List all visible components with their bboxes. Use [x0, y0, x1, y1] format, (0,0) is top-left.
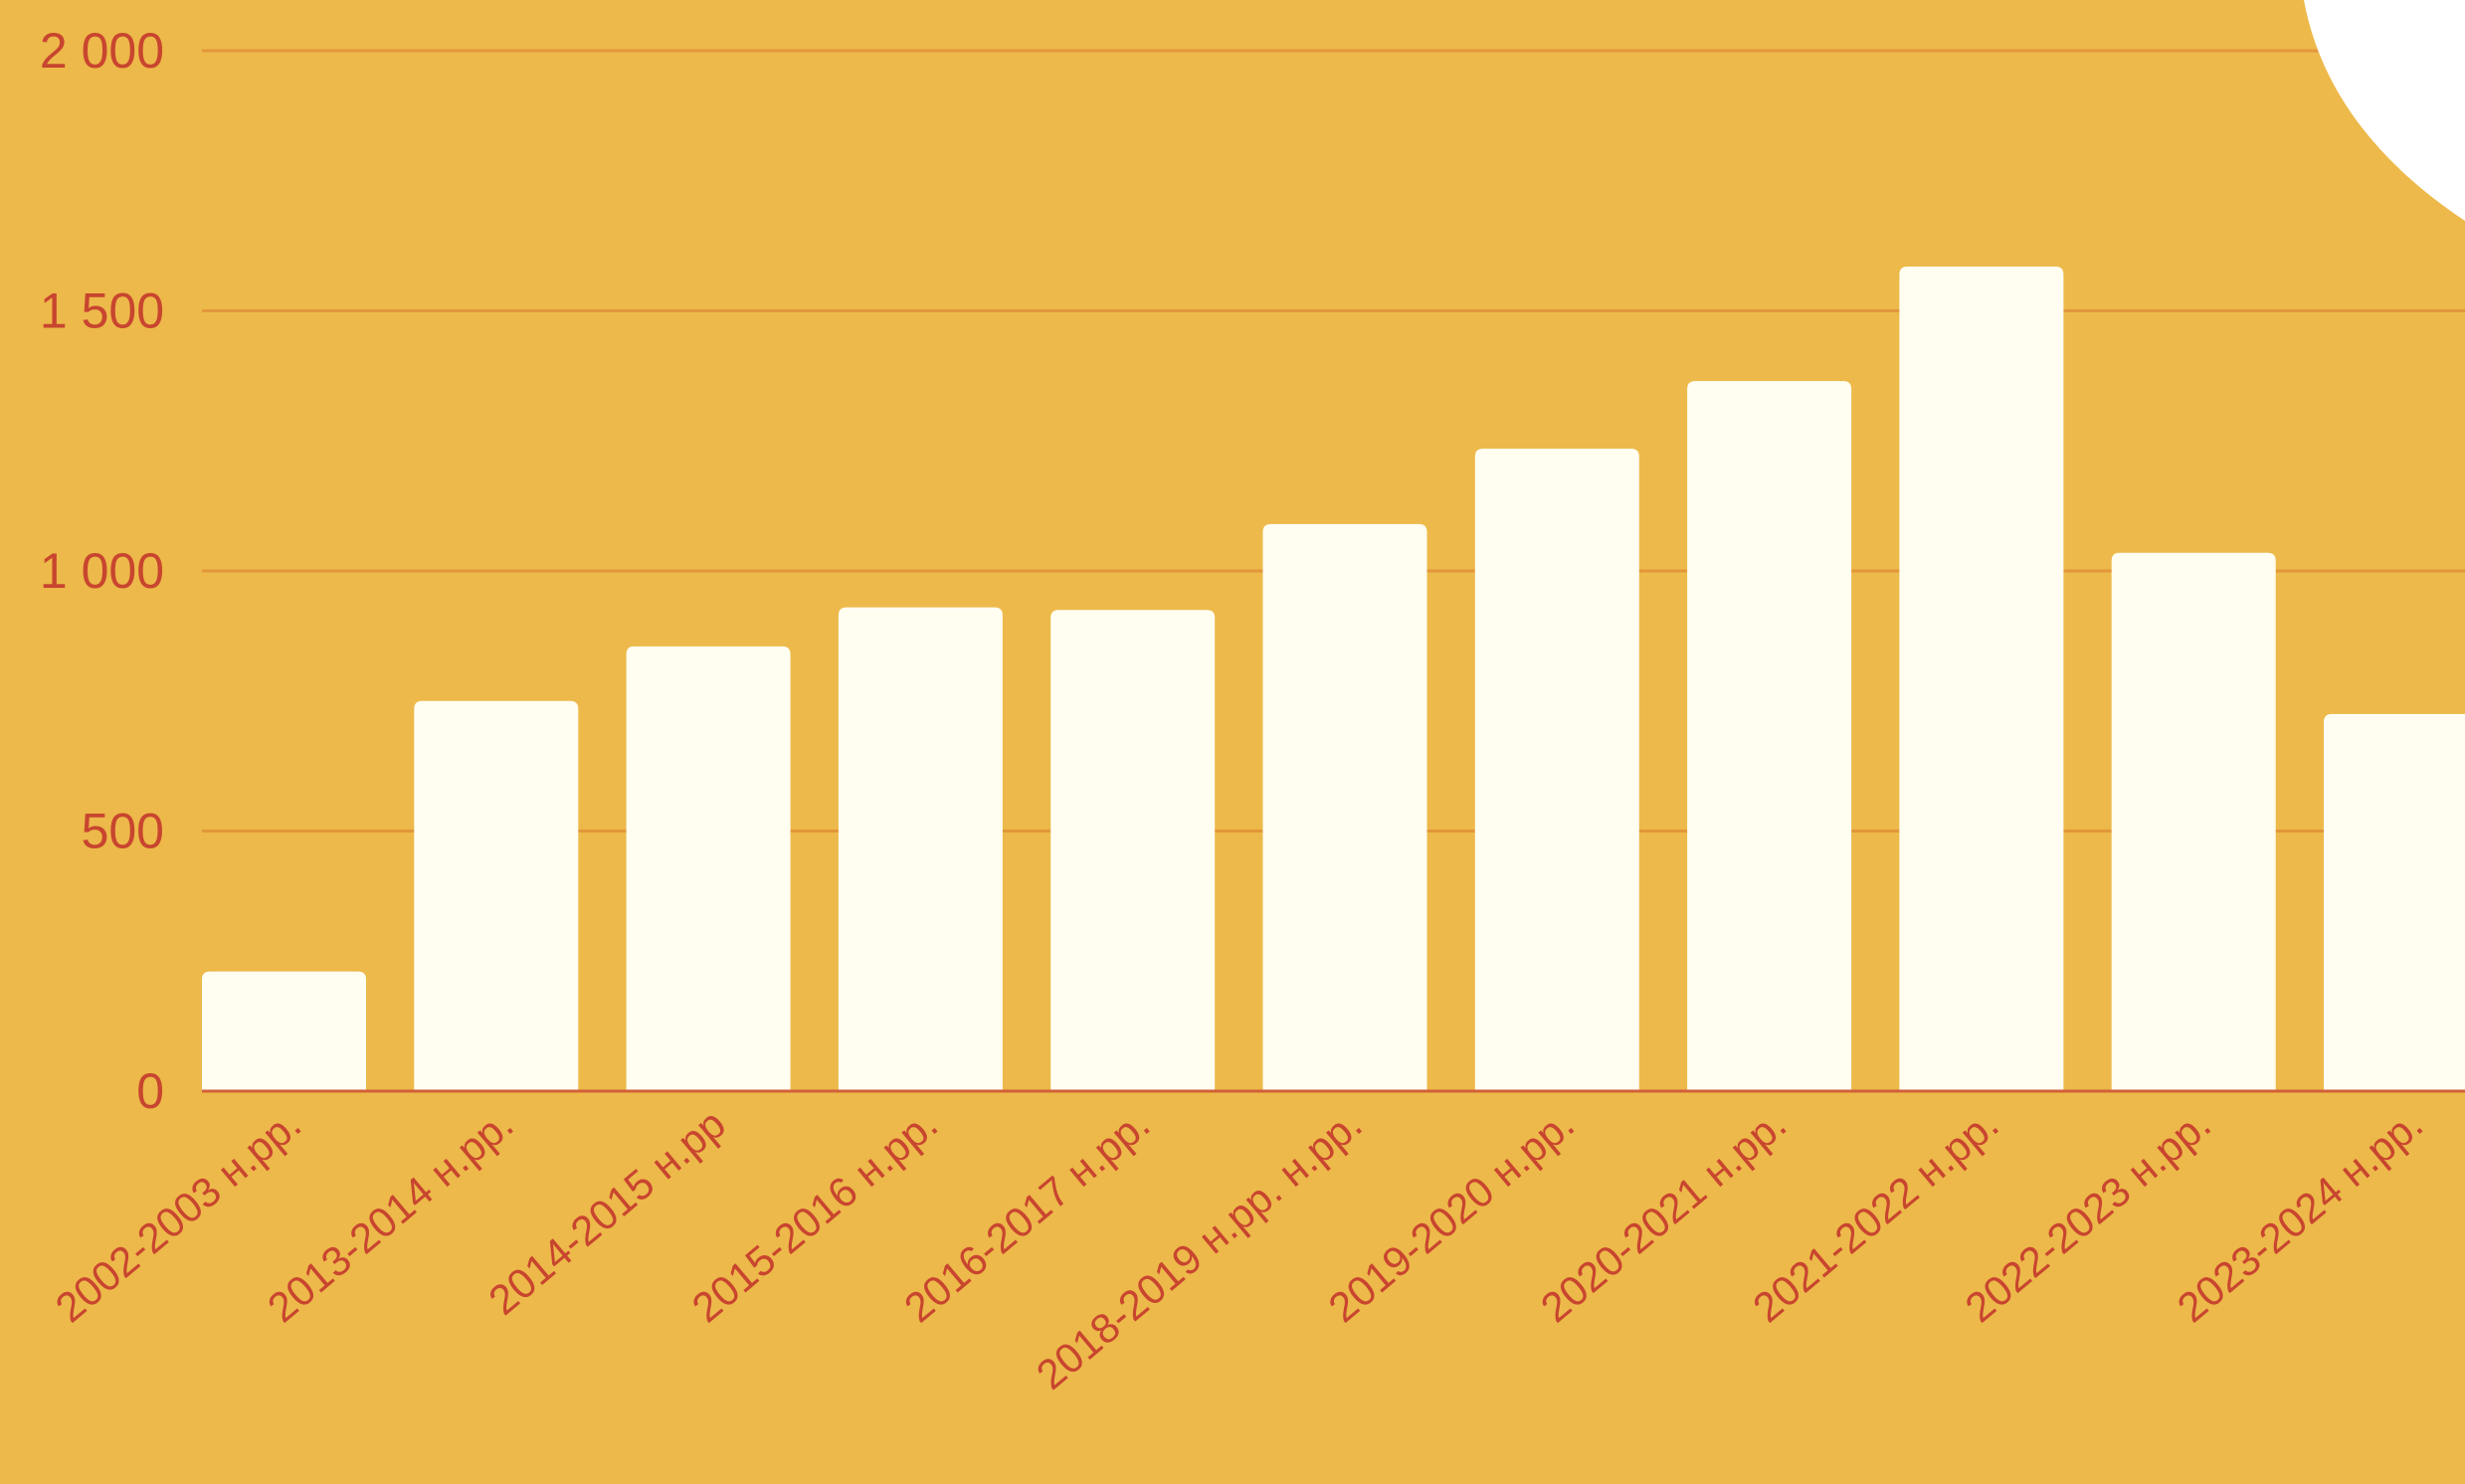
- bar: [1474, 449, 1639, 1092]
- bar: [626, 646, 791, 1091]
- x-axis-ticks: 2002-2003 н.рр.2013-2014 н.рр.2014-2015 …: [47, 1100, 2431, 1398]
- bar: [2111, 552, 2276, 1091]
- y-axis-ticks: 0 500 1 000 1 500 2 000: [40, 23, 164, 1119]
- y-tick-label: 1 000: [40, 543, 164, 599]
- bar: [1687, 381, 1852, 1092]
- y-tick-label: 500: [82, 804, 164, 859]
- bar: [838, 607, 1003, 1091]
- bar: [414, 700, 579, 1091]
- decorative-corner-shape: [2304, 0, 2465, 221]
- bar: [202, 971, 366, 1091]
- y-tick-label: 2 000: [40, 23, 164, 79]
- bars: [202, 267, 2465, 1092]
- bar: [1262, 523, 1427, 1091]
- bar: [1050, 610, 1216, 1091]
- y-tick-label: 0: [136, 1063, 164, 1119]
- bar: [2324, 713, 2465, 1091]
- y-tick-label: 1 500: [40, 283, 164, 339]
- bar: [1899, 267, 2064, 1091]
